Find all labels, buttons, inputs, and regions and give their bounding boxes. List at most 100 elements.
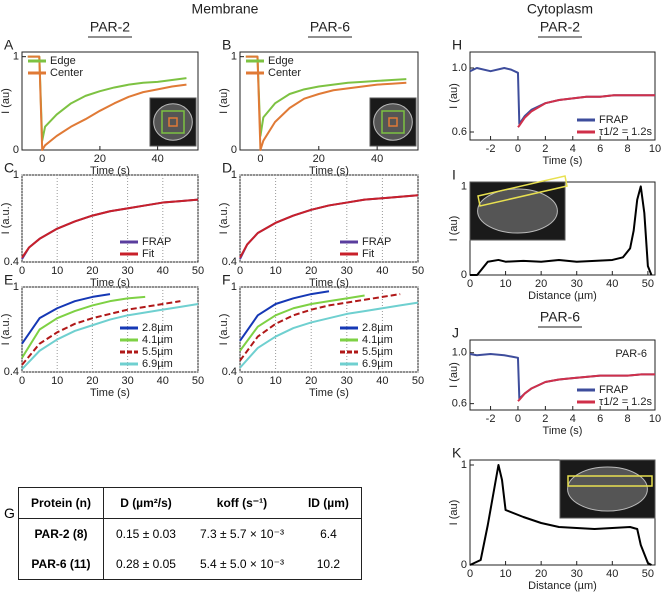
legend-label: Center xyxy=(50,67,83,79)
inset-roi xyxy=(477,175,568,207)
x-tick-label: 30 xyxy=(341,265,353,277)
y-axis-label: I (au) xyxy=(0,88,12,114)
series-line xyxy=(239,293,401,362)
x-tick-label: 10 xyxy=(649,143,661,155)
series-line xyxy=(245,55,407,151)
x-tick-label: 20 xyxy=(86,375,98,387)
x-tick-label: 40 xyxy=(606,568,618,580)
x-tick-label: 30 xyxy=(121,265,133,277)
x-tick-label: 4 xyxy=(570,143,576,155)
cell: D (µm²/s) xyxy=(103,487,188,519)
header: Cytoplasm xyxy=(527,1,593,17)
legend-label: FRAP xyxy=(599,384,628,396)
series-line xyxy=(517,373,655,402)
x-tick-label: 0 xyxy=(237,375,243,387)
panel-label: D xyxy=(222,160,232,176)
legend-label: 5.5µm xyxy=(142,346,173,358)
table: Protein (n) D (µm²/s) koff (s⁻¹) lD (µm)… xyxy=(18,487,362,580)
cell: PAR-6 (11) xyxy=(18,549,104,580)
cell: 5.4 ± 5.0 × 10⁻³ xyxy=(199,557,284,571)
legend-label: FRAP xyxy=(362,236,391,248)
annotation: PAR-6 xyxy=(615,348,647,360)
series-line xyxy=(21,293,111,345)
x-axis-label: Time (s) xyxy=(543,425,583,437)
cell: 6.4 xyxy=(320,527,337,541)
series-line xyxy=(239,301,419,369)
legend-label: 4.1µm xyxy=(142,334,173,346)
panel-label: A xyxy=(4,37,14,53)
panel-label: J xyxy=(452,325,459,341)
y-tick-label: 1 xyxy=(461,459,467,471)
y-tick-label: 0 xyxy=(461,559,467,571)
inset-roi xyxy=(381,110,405,134)
x-tick-label: 20 xyxy=(305,265,317,277)
panel-label: K xyxy=(452,445,462,461)
x-tick-label: 50 xyxy=(192,375,204,387)
x-tick-label: 0 xyxy=(39,153,45,165)
x-tick-label: -2 xyxy=(486,413,496,425)
x-tick-label: 0 xyxy=(19,265,25,277)
x-tick-label: 50 xyxy=(412,375,424,387)
legend-label: Fit xyxy=(142,248,154,260)
y-axis-label: I (au) xyxy=(218,88,230,114)
x-axis-label: Time (s) xyxy=(309,387,349,399)
legend-label: 6.9µm xyxy=(362,358,393,370)
cell: Protein (n) xyxy=(18,487,104,519)
y-tick-label: 0.4 xyxy=(4,366,19,378)
y-axis-label: I (au) xyxy=(448,500,460,526)
y-tick-label: 0 xyxy=(13,144,19,156)
legend-label: Edge xyxy=(50,55,76,67)
panel-label: E xyxy=(4,272,13,288)
x-tick-label: 40 xyxy=(376,265,388,277)
y-axis-label: I (au) xyxy=(448,83,460,109)
y-tick-label: 1 xyxy=(13,169,19,181)
header: PAR-2 xyxy=(90,19,130,35)
x-tick-label: 20 xyxy=(313,153,325,165)
panel-label: F xyxy=(222,272,231,288)
header: Membrane xyxy=(192,1,259,17)
legend-label: FRAP xyxy=(599,114,628,126)
x-tick-label: 30 xyxy=(341,375,353,387)
x-tick-label: 40 xyxy=(371,153,383,165)
y-tick-label: 0.4 xyxy=(4,256,19,268)
x-tick-label: 20 xyxy=(305,375,317,387)
x-tick-label: 0 xyxy=(237,265,243,277)
legend-label: Center xyxy=(268,67,301,79)
y-tick-label: 0.6 xyxy=(452,398,467,410)
series-line xyxy=(239,194,419,259)
x-tick-label: 50 xyxy=(412,265,424,277)
cell: 10.2 xyxy=(316,557,341,571)
legend-label: 2.8µm xyxy=(142,322,173,334)
x-tick-label: -2 xyxy=(486,143,496,155)
inset-cell xyxy=(153,103,193,141)
x-tick-label: 50 xyxy=(192,265,204,277)
x-tick-label: 4 xyxy=(570,413,576,425)
cell: PAR-2 (8) xyxy=(18,518,104,549)
series-line xyxy=(21,198,199,259)
x-tick-label: 6 xyxy=(597,413,603,425)
y-tick-label: 0.4 xyxy=(222,256,237,268)
inset-roi xyxy=(161,110,185,134)
x-tick-label: 0 xyxy=(467,568,473,580)
x-tick-label: 10 xyxy=(51,265,63,277)
panel-label: G xyxy=(4,505,15,521)
legend-label: Edge xyxy=(268,55,294,67)
x-tick-label: 10 xyxy=(649,413,661,425)
series-line xyxy=(21,303,199,370)
inset-roi xyxy=(388,117,398,127)
x-tick-label: 20 xyxy=(535,278,547,290)
x-axis-label: Time (s) xyxy=(90,387,130,399)
series-line xyxy=(21,198,199,260)
cell: lD (µm) xyxy=(295,487,362,519)
legend-label: FRAP xyxy=(142,236,171,248)
panel-label: H xyxy=(452,37,462,53)
y-axis-label: I (a.u.) xyxy=(0,314,12,346)
x-tick-label: 20 xyxy=(94,153,106,165)
y-tick-label: 1 xyxy=(13,51,19,63)
y-tick-label: 1.0 xyxy=(452,347,467,359)
x-tick-label: 40 xyxy=(157,375,169,387)
y-tick-label: 0.6 xyxy=(452,126,467,138)
plot-frame xyxy=(239,174,419,263)
plot-frame xyxy=(21,51,199,151)
